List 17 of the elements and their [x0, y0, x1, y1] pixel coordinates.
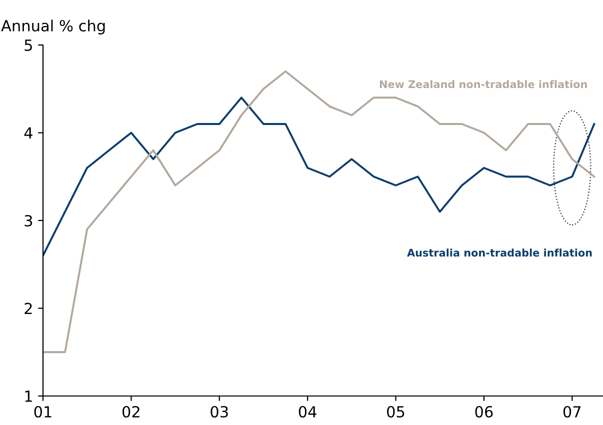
x-tick-label: 01 [34, 406, 52, 418]
line-series [43, 70, 596, 354]
x-tick-label: 02 [122, 406, 140, 418]
y-tick-label: 4 [24, 127, 32, 139]
series-label: New Zealand non-tradable inflation [380, 80, 587, 88]
y-tick-label: 2 [24, 302, 32, 314]
text: Australia non-tradable inflation [407, 248, 592, 257]
line-series [43, 96, 596, 257]
y-tick-label: 3 [24, 214, 32, 227]
x-tick-label: 04 [298, 406, 316, 418]
y-tick-label: 5 [24, 40, 32, 52]
x-tick-label: 05 [387, 406, 404, 418]
x-tick-label: 07 [563, 406, 581, 418]
x-tick-label: 06 [475, 406, 493, 418]
y-tick-label: 1 [25, 390, 32, 402]
x-tick-label: 03 [210, 406, 228, 418]
y-axis-title: Annual % chg [1, 20, 105, 34]
